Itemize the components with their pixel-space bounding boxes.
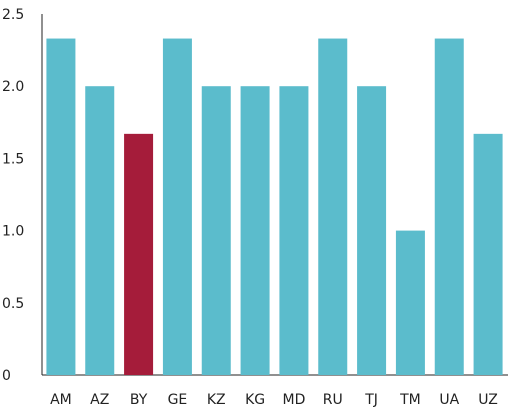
x-tick-label-by: BY — [130, 392, 148, 408]
bar-kz — [201, 86, 231, 375]
bar-az — [85, 86, 115, 375]
x-tick-label-ru: RU — [323, 392, 343, 408]
x-tick-labels: AM AZ BY GE KZ KG MD RU TJ TM UA UZ — [50, 392, 498, 408]
y-tick-label: 0 — [2, 368, 11, 384]
bar-tj — [357, 86, 387, 375]
y-tick-labels: 0 0.5 1.0 1.5 2.0 2.5 — [2, 7, 24, 384]
x-tick-label-ua: UA — [439, 392, 459, 408]
x-tick-label-ge: GE — [168, 392, 188, 408]
y-tick-label: 2.5 — [2, 7, 24, 23]
bar-by — [124, 133, 154, 375]
x-tick-label-az: AZ — [90, 392, 109, 408]
y-tick-label: 1.0 — [2, 224, 24, 240]
bar-ge — [162, 38, 192, 376]
x-tick-label-tj: TJ — [364, 392, 378, 408]
bar-kg — [240, 86, 270, 375]
y-tick-label: 0.5 — [2, 296, 24, 312]
bar-am — [46, 38, 76, 376]
bar-tm — [395, 230, 425, 375]
x-tick-label-tm: TM — [399, 392, 421, 408]
bar-uz — [473, 133, 503, 375]
x-tick-label-kz: KZ — [207, 392, 226, 408]
x-tick-label-md: MD — [282, 392, 305, 408]
y-tick-label: 1.5 — [2, 151, 24, 167]
x-tick-label-uz: UZ — [478, 392, 498, 408]
x-tick-label-am: AM — [50, 392, 72, 408]
y-tick-label: 2.0 — [2, 79, 24, 95]
x-tick-label-kg: KG — [245, 392, 265, 408]
bar-ru — [318, 38, 348, 376]
bars-group — [46, 38, 503, 376]
bar-md — [279, 86, 309, 375]
bar-ua — [434, 38, 464, 376]
